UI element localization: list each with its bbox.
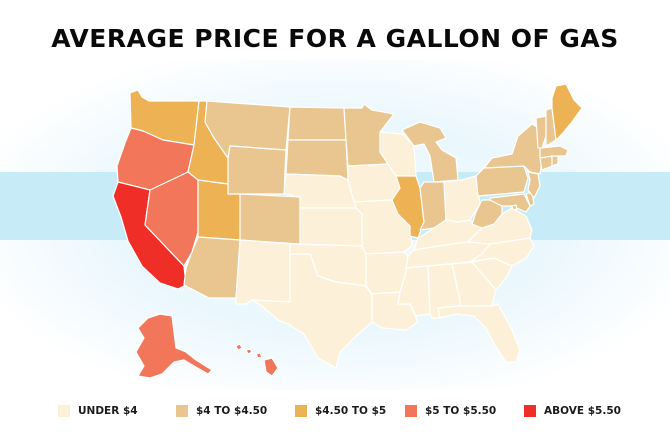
state-MD[interactable] [489,193,531,213]
legend-label: UNDER $4 [78,405,138,417]
state-WY[interactable] [227,145,287,195]
state-NV[interactable] [144,171,199,267]
state-DC[interactable] [511,204,518,211]
state-TX[interactable] [251,253,373,369]
state-NM[interactable] [235,239,291,305]
legend-swatch [58,405,70,417]
state-VT[interactable] [535,115,547,149]
state-PA[interactable] [475,165,529,197]
page-title: AVERAGE PRICE FOR A GALLON OF GAS [51,24,619,53]
legend-swatch [176,405,188,417]
legend-label: $4 TO $4.50 [196,405,268,417]
legend: UNDER $4 $4 TO $4.50 $4.50 TO $5 $5 TO $… [58,405,621,427]
state-AK[interactable] [135,313,213,379]
state-MA[interactable] [539,145,569,159]
state-NC[interactable] [469,237,535,267]
state-ME[interactable] [551,83,583,141]
legend-item-above-5-50: ABOVE $5.50 [524,405,621,417]
legend-swatch [295,405,307,417]
state-FL[interactable] [437,303,521,363]
state-CO[interactable] [239,193,301,245]
legend-item-4-50-to-5: $4.50 TO $5 [295,405,386,417]
state-WV[interactable] [471,199,503,229]
legend-label: $4.50 TO $5 [315,405,387,417]
state-MI[interactable] [401,121,459,183]
legend-swatch [524,405,536,417]
state-NY[interactable] [483,123,543,175]
legend-item-4-to-4-50: $4 TO $4.50 [176,405,267,417]
legend-label: ABOVE $5.50 [544,405,621,417]
state-HI[interactable] [235,343,279,377]
legend-swatch [405,405,417,417]
state-KS[interactable] [299,207,363,247]
state-NH[interactable] [545,107,557,147]
state-IL[interactable] [391,175,425,239]
legend-item-under-4: UNDER $4 [58,405,138,417]
state-RI[interactable] [551,155,559,167]
legend-label: $5 TO $5.50 [425,405,497,417]
state-ND[interactable] [287,106,347,141]
legend-item-5-to-5-50: $5 TO $5.50 [405,405,496,417]
state-NJ[interactable] [527,171,541,199]
